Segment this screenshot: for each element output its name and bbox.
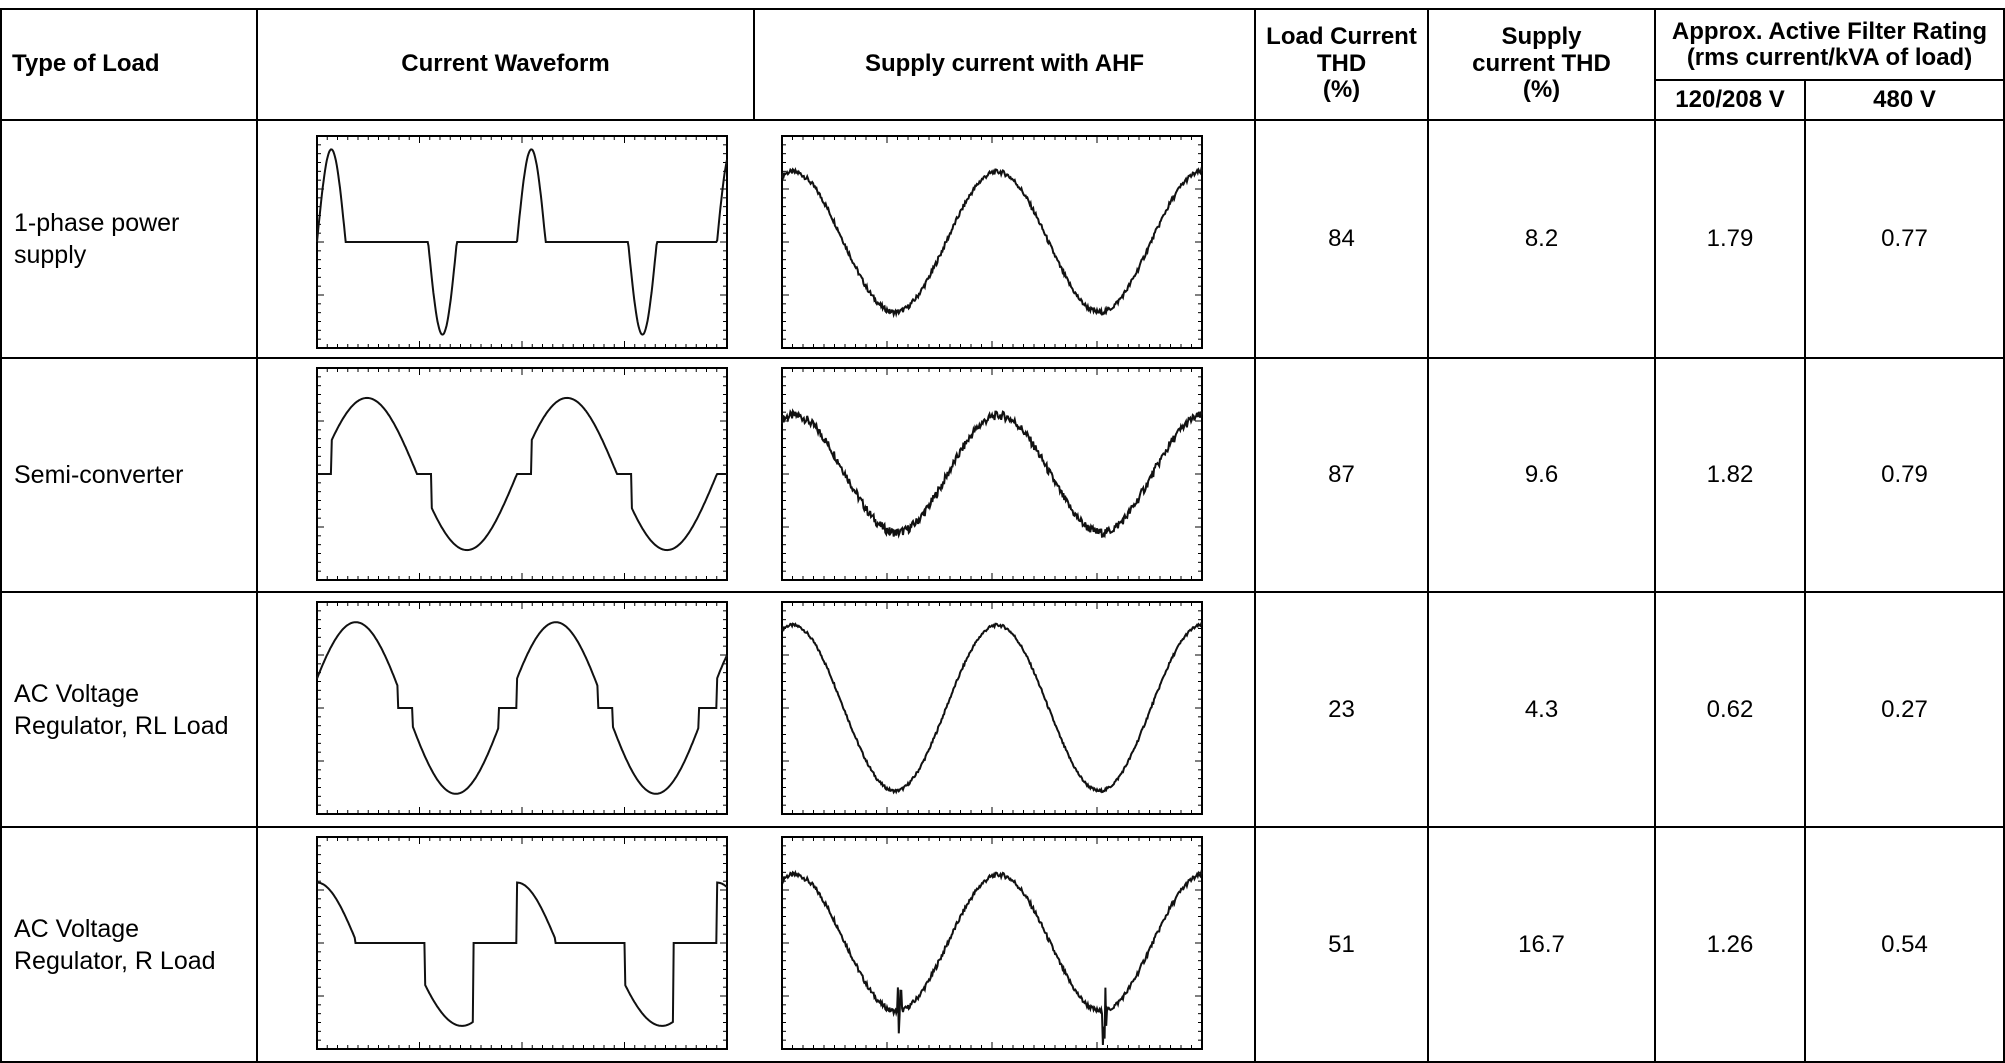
rating-120-value: 1.26 <box>1706 930 1754 958</box>
supply-thd-value: 4.3 <box>1524 695 1559 723</box>
header-current-waveform: Current Waveform <box>401 50 610 78</box>
header-filter-rating: Approx. Active Filter Rating (rms current… <box>1671 17 1988 71</box>
current-waveform-plot <box>316 836 728 1050</box>
waveform-trace <box>781 166 1203 319</box>
supply-thd-value: 8.2 <box>1524 225 1559 252</box>
header-supply-with-ahf: Supply current with AHF <box>864 50 1145 78</box>
header-120-208v: 120/208 V <box>1675 85 1785 113</box>
plot-frame <box>781 601 1203 815</box>
load-thd-value: 87 <box>1328 461 1355 488</box>
supply-thd-value: 16.7 <box>1518 930 1565 958</box>
load-thd-value: 51 <box>1328 930 1355 958</box>
rating-480-value: 0.79 <box>1881 461 1928 488</box>
load-type-1-phase-power-supply: 1-phase power supply <box>14 209 180 269</box>
header-load-thd: Load Current THD (%) <box>1266 23 1417 104</box>
rating-480-value: 0.27 <box>1881 695 1928 723</box>
header-480v: 480 V <box>1873 85 1936 113</box>
header-type-of-load: Type of Load <box>12 50 160 78</box>
waveform-trace <box>781 621 1203 795</box>
ahf-supply-current-plot <box>781 135 1203 349</box>
rating-120-value: 1.82 <box>1706 461 1754 488</box>
load-type-semi-converter: Semi-converter <box>14 461 184 489</box>
rating-120-value: 1.79 <box>1706 225 1754 252</box>
ahf-supply-current-plot <box>781 601 1203 815</box>
plot-frame <box>781 367 1203 581</box>
current-waveform-plot <box>316 367 728 581</box>
waveform-trace <box>316 621 728 795</box>
load-type-ac-regulator-r: AC Voltage Regulator, R Load <box>14 914 216 975</box>
plot-frame <box>316 601 728 815</box>
load-type-ac-regulator-rl: AC Voltage Regulator, RL Load <box>14 679 229 740</box>
current-waveform-plot <box>316 601 728 815</box>
ahf-supply-current-plot <box>781 836 1203 1050</box>
supply-thd-value: 9.6 <box>1524 461 1559 488</box>
plot-frame <box>781 135 1203 349</box>
load-thd-value: 84 <box>1328 225 1355 252</box>
current-waveform-plot <box>316 135 728 349</box>
ahf-supply-current-plot <box>781 367 1203 581</box>
waveform-trace <box>316 148 728 336</box>
waveform-trace <box>317 396 727 552</box>
header-supply-thd: Supply current THD (%) <box>1472 23 1611 104</box>
rating-120-value: 0.62 <box>1706 695 1754 723</box>
load-thd-value: 23 <box>1328 695 1355 723</box>
waveform-trace <box>781 408 1203 539</box>
waveform-trace <box>781 869 1203 1046</box>
waveform-trace <box>316 881 728 1027</box>
rating-480-value: 0.77 <box>1881 225 1928 252</box>
rating-480-value: 0.54 <box>1881 930 1928 958</box>
